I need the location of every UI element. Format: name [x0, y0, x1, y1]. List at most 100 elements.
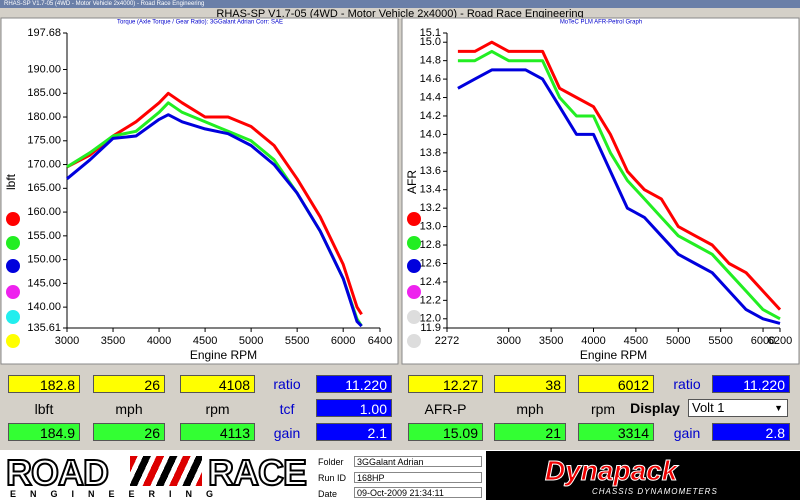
y-tick-label: 13.0 [420, 221, 441, 233]
logo-road: ROAD [5, 451, 110, 494]
x-tick-label: 3500 [539, 335, 563, 347]
x-tick-label: 6000 [751, 335, 775, 347]
y-tick-label: 13.8 [420, 147, 441, 159]
ratio-label: ratio [273, 376, 301, 392]
y-tick-label: 14.0 [420, 128, 441, 140]
y-tick-label: 197.68 [27, 27, 61, 39]
readout-label: rpm [590, 401, 616, 417]
y-tick-label: 14.4 [420, 91, 441, 103]
ratio-label: ratio [673, 376, 701, 392]
legend-button[interactable] [407, 236, 421, 250]
y-tick-label: 165.00 [27, 182, 61, 194]
y-tick-label: 13.2 [420, 202, 441, 214]
folder-field: 3GGalant Adrian [354, 456, 482, 467]
y-tick-label: 160.00 [27, 206, 61, 218]
y-tick-label: 13.4 [420, 184, 441, 196]
legend-button[interactable] [407, 310, 421, 324]
date-field: 09-Oct-2009 21:34:11 [354, 487, 482, 498]
y-tick-label: 14.8 [420, 55, 441, 67]
folder-label: Folder [318, 457, 344, 467]
y-tick-label: 175.00 [27, 135, 61, 147]
y-tick-label: 12.8 [420, 239, 441, 251]
x-tick-label: 5500 [708, 335, 732, 347]
y-tick-label: 140.00 [27, 301, 61, 313]
x-tick-label: 5000 [666, 335, 690, 347]
legend-button[interactable] [407, 285, 421, 299]
y-tick-label: 14.6 [420, 73, 441, 85]
readout: 182.8 [8, 375, 80, 393]
brand-sub: CHASSIS DYNAMOMETERS [592, 487, 718, 496]
legend-button[interactable] [407, 212, 421, 226]
y-axis-label: lbft [4, 173, 18, 190]
readout: 21 [494, 423, 566, 441]
logo-engineering: ENGINEERING [10, 489, 228, 499]
brand-panel [486, 451, 800, 500]
x-axis-label: Engine RPM [580, 348, 647, 362]
brand-logo: Dynapack [544, 455, 678, 487]
ratio-field[interactable]: 11.220 [316, 375, 392, 393]
chart-title: MoTeC PLM AFR-Petrol Graph [560, 20, 642, 26]
y-tick-label: 190.00 [27, 63, 61, 75]
x-tick-label: 4500 [624, 335, 648, 347]
y-tick-label: 135.61 [27, 322, 61, 334]
readout: 6012 [578, 375, 654, 393]
legend-button[interactable] [6, 259, 20, 273]
x-tick-label: 3500 [101, 335, 125, 347]
ratio-field[interactable]: 11.220 [712, 375, 790, 393]
titlebar: RHAS-SP V1.7-05 (4WD - Motor Vehicle 2x4… [0, 0, 800, 8]
display-value: Volt 1 [692, 400, 725, 415]
y-tick-label: 15.0 [420, 36, 441, 48]
readout: 3314 [578, 423, 654, 441]
run-label: Run ID [318, 473, 347, 483]
legend-button[interactable] [407, 259, 421, 273]
y-tick-label: 145.00 [27, 277, 61, 289]
x-tick-label: 6200 [768, 335, 792, 347]
series-line [66, 91, 363, 316]
window-title: RHAS-SP V1.7-05 (4WD - Motor Vehicle 2x4… [216, 8, 584, 20]
y-tick-label: 150.00 [27, 254, 61, 266]
series-line [66, 113, 363, 328]
legend-button[interactable] [6, 236, 20, 250]
x-tick-label: 3000 [496, 335, 520, 347]
gain-label: gain [673, 425, 701, 441]
legend-buttons[interactable] [6, 212, 421, 348]
chart-panel [401, 17, 800, 365]
legend-button[interactable] [6, 334, 20, 348]
gain-field[interactable]: 2.8 [712, 423, 790, 441]
y-tick-label: 15.1 [420, 27, 441, 39]
date-label: Date [318, 489, 338, 499]
tcf-field[interactable]: 1.00 [316, 399, 392, 417]
legend-button[interactable] [6, 310, 20, 324]
logo-stripes [130, 456, 202, 486]
x-tick-label: 3000 [55, 335, 79, 347]
y-tick-label: 170.00 [27, 158, 61, 170]
readout-label: mph [516, 401, 544, 417]
series-line [457, 68, 781, 325]
gain-label: gain [273, 425, 301, 441]
readout: 26 [93, 423, 165, 441]
x-tick-label: 6400 [368, 335, 392, 347]
readout: 15.09 [408, 423, 483, 441]
x-tick-label: 5000 [239, 335, 263, 347]
readout-label: AFR-P [424, 401, 467, 417]
y-tick-label: 12.4 [420, 276, 441, 288]
y-tick-label: 155.00 [27, 230, 61, 242]
legend-button[interactable] [6, 212, 20, 226]
y-axis-label: AFR [405, 170, 419, 194]
y-tick-label: 12.6 [420, 257, 441, 269]
display-select[interactable]: Volt 1 ▼ [688, 399, 788, 417]
legend-button[interactable] [407, 334, 421, 348]
charts: Torque (Axle Torque / Gear Ratio): 3GGal… [0, 17, 800, 365]
x-tick-label: 2272 [435, 335, 459, 347]
gain-field[interactable]: 2.1 [316, 423, 392, 441]
series-line [457, 40, 782, 311]
x-tick-label: 4500 [193, 335, 217, 347]
y-tick-label: 180.00 [27, 111, 61, 123]
x-tick-label: 6000 [331, 335, 355, 347]
legend-button[interactable] [6, 285, 20, 299]
display-label: Display [630, 400, 680, 416]
logo-race: RACE [207, 451, 308, 494]
x-tick-label: 4000 [147, 335, 171, 347]
readout: 4113 [180, 423, 255, 441]
y-tick-label: 12.2 [420, 294, 441, 306]
